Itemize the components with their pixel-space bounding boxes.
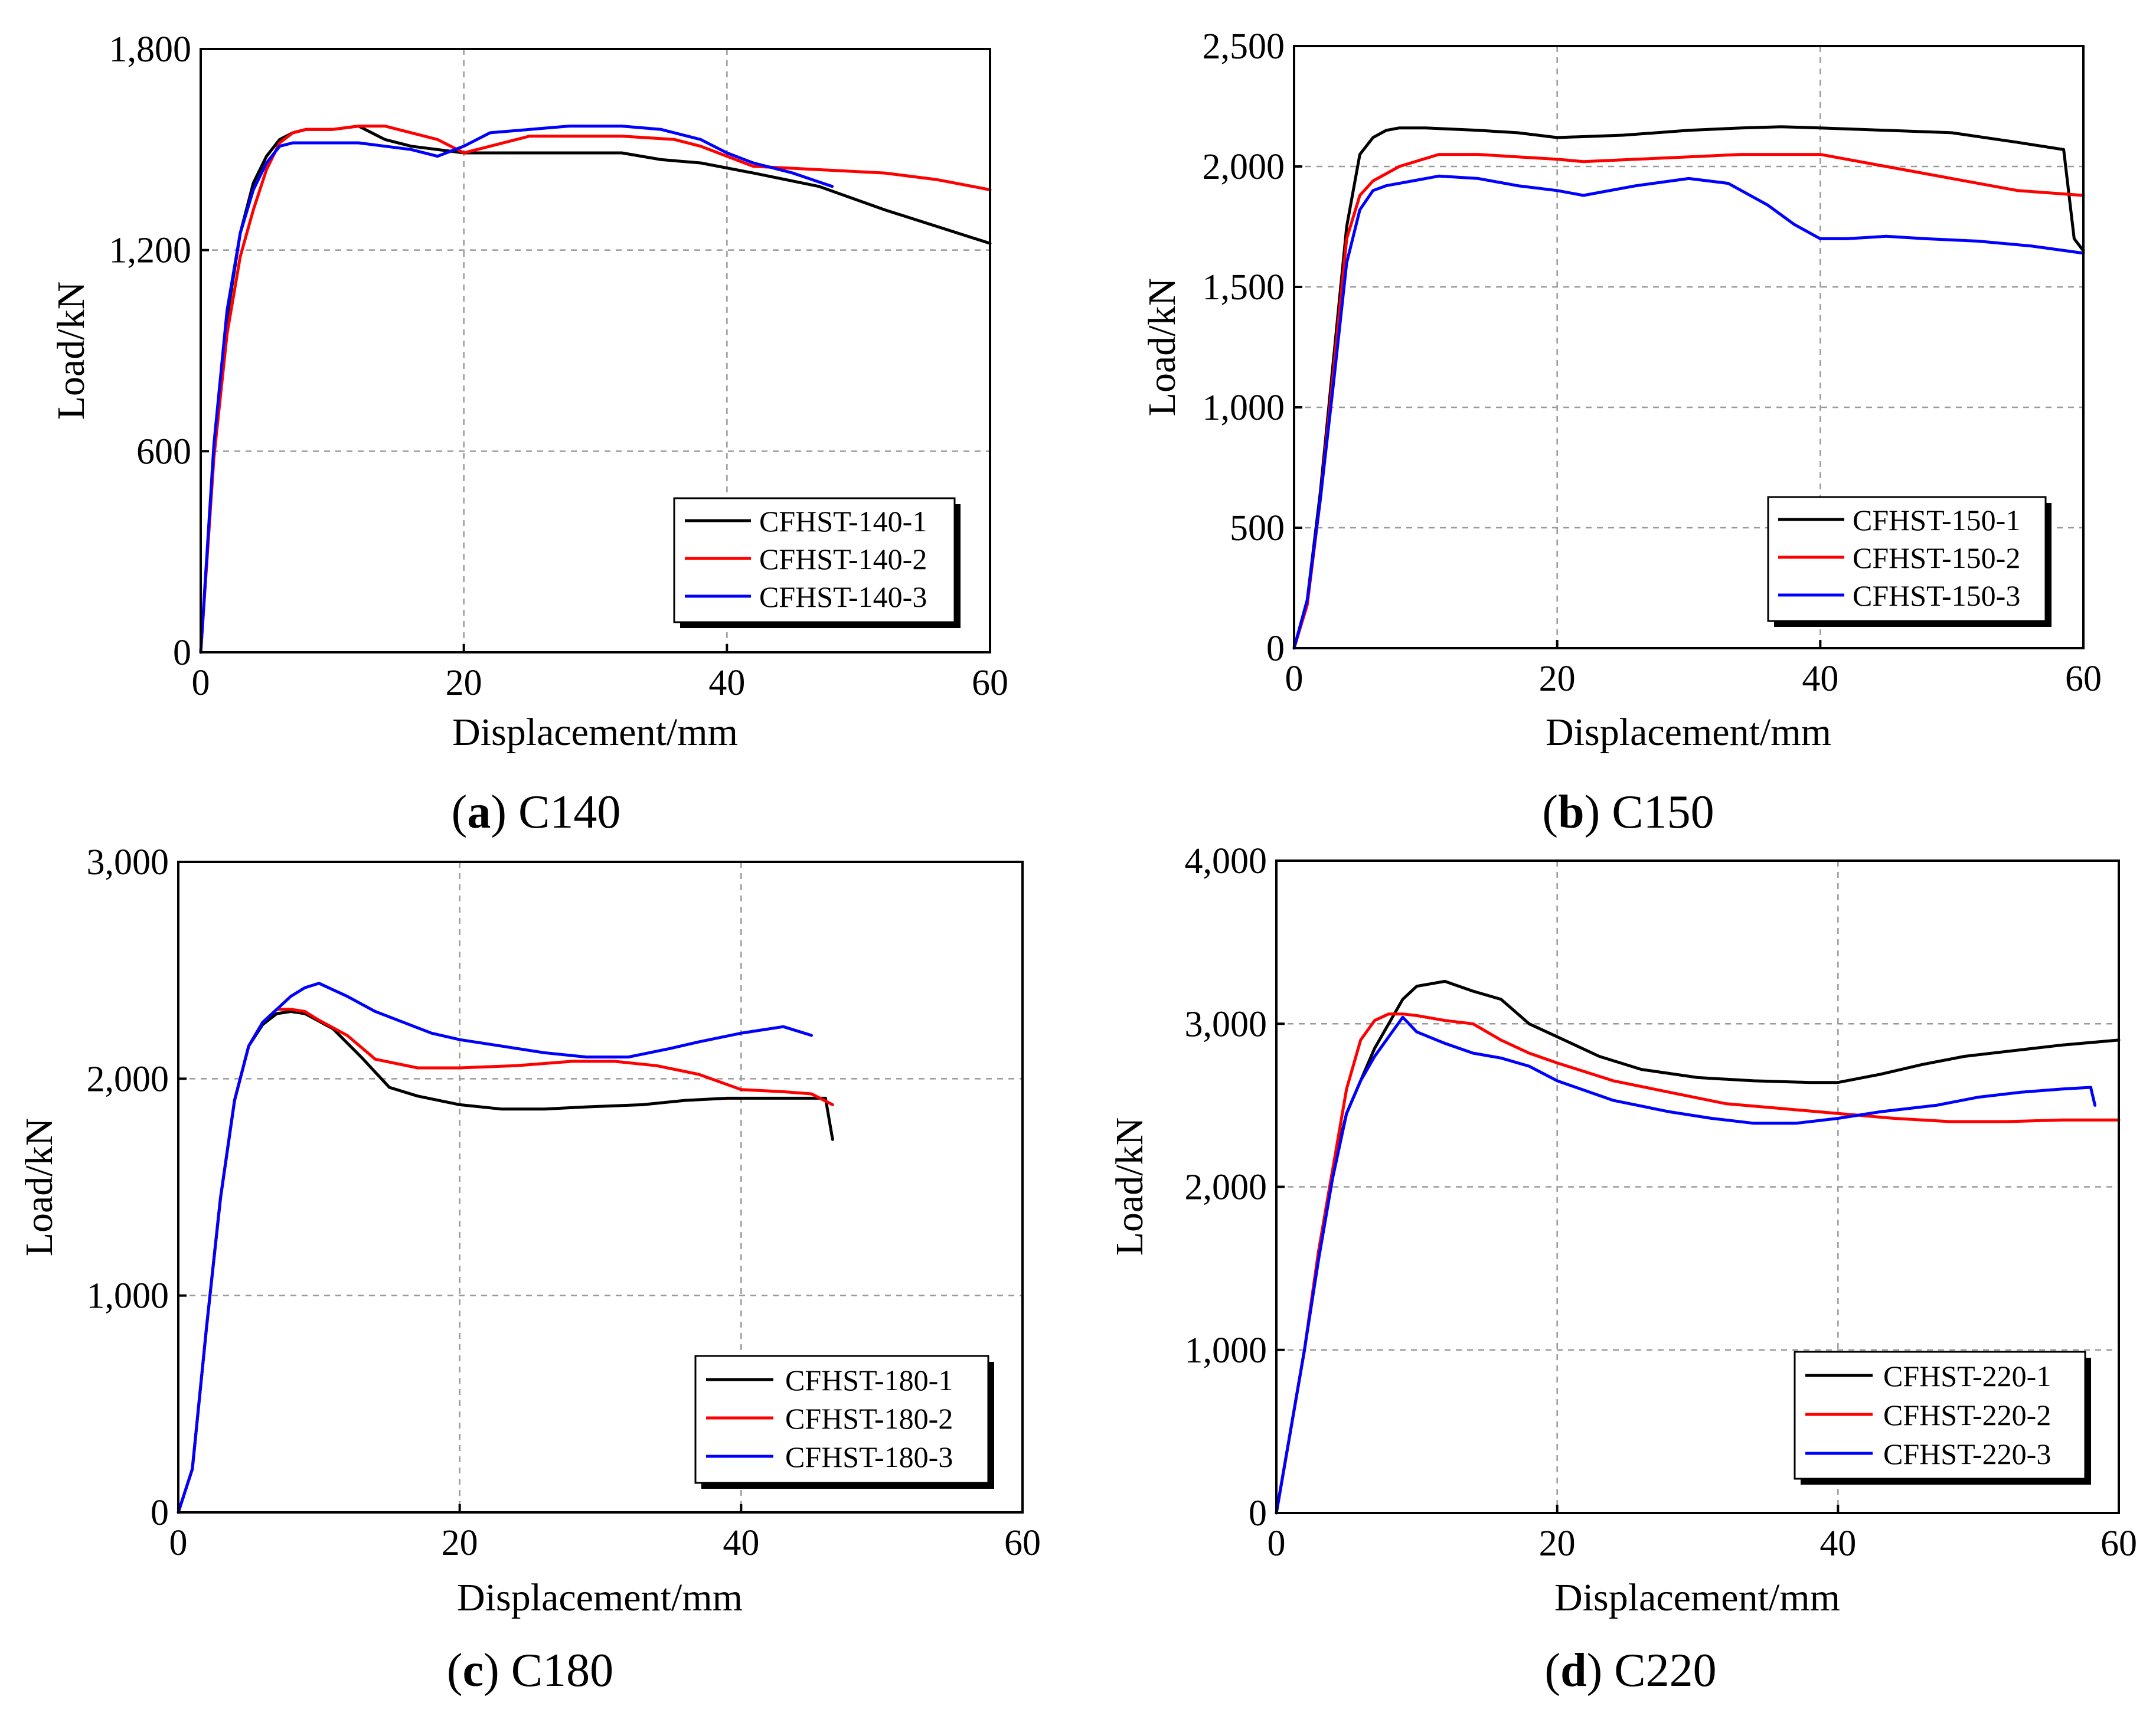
series-line-2 bbox=[1275, 1012, 2121, 1515]
series-layer bbox=[1275, 979, 2121, 1515]
axis-frame bbox=[1293, 45, 2085, 649]
x-tick-label: 20 bbox=[442, 1523, 478, 1563]
gridlines bbox=[1294, 46, 2083, 648]
y-tick-label: 1,200 bbox=[109, 231, 192, 271]
y-tick-label: 3,000 bbox=[1185, 1004, 1268, 1044]
legend-label-1: CFHST-140-1 bbox=[759, 505, 927, 538]
x-tick-label: 40 bbox=[723, 1523, 759, 1563]
panel-caption: (c) C180 bbox=[447, 1645, 613, 1697]
x-axis-label: Displacement/mm bbox=[452, 711, 738, 754]
x-tick-label: 60 bbox=[1004, 1523, 1041, 1563]
x-axis-label: Displacement/mm bbox=[1554, 1576, 1840, 1619]
caption-label: C140 bbox=[518, 786, 620, 838]
legend-box bbox=[1767, 496, 2047, 622]
panel-d-chart: 0 20 40 60 0 1,000 2,000 3,000 4,000 Displacemen… bbox=[1108, 841, 2137, 1697]
series-line-3 bbox=[177, 982, 813, 1514]
series-line-2 bbox=[199, 125, 992, 654]
series-line-1 bbox=[199, 125, 992, 654]
x-axis-label: Displacement/mm bbox=[1546, 711, 1831, 754]
series-line-3 bbox=[199, 125, 834, 654]
axis-frame bbox=[200, 48, 991, 653]
x-tick-label: 0 bbox=[1285, 659, 1304, 699]
caption-letter: d bbox=[1560, 1645, 1587, 1697]
y-axis-label: Load/kN bbox=[50, 282, 93, 420]
panel-caption: (b) C150 bbox=[1542, 786, 1714, 838]
y-tick-label: 600 bbox=[136, 432, 191, 472]
y-tick-label: 4,000 bbox=[1185, 841, 1268, 881]
y-tick-label: 500 bbox=[1230, 508, 1285, 548]
legend-label-2: CFHST-140-2 bbox=[759, 543, 927, 576]
axis-ticks: 0 20 40 60 0 500 1,000 1,500 2,000 2,500 bbox=[1203, 27, 2102, 699]
legend-label-3: CFHST-180-3 bbox=[785, 1440, 953, 1473]
series-layer bbox=[1292, 125, 2085, 650]
panel-caption: (a) C140 bbox=[452, 786, 621, 838]
y-tick-label: 1,000 bbox=[1185, 1331, 1268, 1371]
axis-ticks: 0 20 40 60 0 1,000 2,000 3,000 bbox=[87, 842, 1041, 1563]
x-tick-label: 20 bbox=[1539, 659, 1576, 699]
y-tick-label: 1,500 bbox=[1203, 267, 1285, 308]
y-tick-label: 2,500 bbox=[1203, 27, 1285, 67]
x-tick-label: 40 bbox=[1819, 1524, 1856, 1564]
series-line-3 bbox=[1275, 1015, 2097, 1515]
axis-ticks: 0 20 40 60 0 1,000 2,000 3,000 4,000 bbox=[1185, 841, 2138, 1564]
x-tick-label: 60 bbox=[2101, 1524, 2137, 1564]
panel-caption: (d) C220 bbox=[1544, 1645, 1716, 1697]
axis-frame bbox=[177, 861, 1024, 1514]
legend-label-1: CFHST-150-1 bbox=[1853, 504, 2020, 537]
x-tick-label: 0 bbox=[192, 663, 210, 703]
legend-box bbox=[673, 497, 956, 623]
x-tick-label: 20 bbox=[446, 663, 482, 703]
y-tick-label: 1,800 bbox=[109, 30, 192, 70]
legend-label-3: CFHST-220-3 bbox=[1883, 1437, 2051, 1470]
legend: CFHST-220-1 CFHST-220-2 CFHST-220-3 bbox=[1794, 1351, 2091, 1485]
y-tick-label: 0 bbox=[1249, 1493, 1267, 1534]
y-tick-label: 2,000 bbox=[1185, 1168, 1268, 1208]
series-line-2 bbox=[1292, 153, 2085, 650]
x-tick-label: 0 bbox=[169, 1523, 188, 1563]
y-axis-label: Load/kN bbox=[1108, 1117, 1151, 1256]
caption-letter: a bbox=[467, 786, 491, 838]
x-tick-label: 60 bbox=[2065, 659, 2102, 699]
x-tick-label: 40 bbox=[1802, 659, 1838, 699]
x-tick-label: 0 bbox=[1268, 1524, 1286, 1564]
y-tick-label: 0 bbox=[1266, 629, 1285, 669]
y-tick-label: 1,000 bbox=[87, 1276, 169, 1316]
y-tick-label: 3,000 bbox=[87, 842, 169, 883]
caption-letter: c bbox=[463, 1645, 484, 1697]
legend: CFHST-180-1 CFHST-180-2 CFHST-180-3 bbox=[694, 1355, 994, 1489]
series-line-3 bbox=[1292, 174, 2085, 650]
series-layer bbox=[177, 982, 834, 1514]
y-tick-label: 1,000 bbox=[1203, 388, 1285, 428]
y-tick-label: 0 bbox=[173, 633, 191, 673]
x-tick-label: 20 bbox=[1539, 1524, 1576, 1564]
legend-label-2: CFHST-150-2 bbox=[1853, 541, 2020, 574]
caption-label: C180 bbox=[511, 1645, 613, 1697]
legend-label-3: CFHST-150-3 bbox=[1853, 579, 2020, 612]
legend-label-2: CFHST-180-2 bbox=[785, 1402, 953, 1435]
series-layer bbox=[199, 125, 992, 654]
legend-label-1: CFHST-180-1 bbox=[785, 1364, 953, 1397]
y-tick-label: 2,000 bbox=[1203, 147, 1285, 187]
y-axis-label: Load/kN bbox=[1141, 278, 1184, 417]
caption-letter: b bbox=[1558, 786, 1585, 838]
panel-b-chart: 0 20 40 60 0 500 1,000 1,500 2,000 2,500 Displace… bbox=[1141, 27, 2102, 838]
x-tick-label: 40 bbox=[708, 663, 745, 703]
caption-label: C150 bbox=[1612, 786, 1714, 838]
legend-label-2: CFHST-220-2 bbox=[1883, 1398, 2051, 1432]
caption-label: C220 bbox=[1614, 1645, 1716, 1697]
legend-label-3: CFHST-140-3 bbox=[759, 580, 927, 613]
legend: CFHST-150-1 CFHST-150-2 CFHST-150-3 bbox=[1767, 496, 2052, 627]
x-tick-label: 60 bbox=[972, 663, 1008, 703]
y-axis-label: Load/kN bbox=[18, 1118, 61, 1257]
legend: CFHST-140-1 CFHST-140-2 CFHST-140-3 bbox=[673, 497, 961, 628]
legend-label-1: CFHST-220-1 bbox=[1883, 1359, 2051, 1393]
y-tick-label: 2,000 bbox=[87, 1059, 169, 1099]
x-axis-label: Displacement/mm bbox=[457, 1576, 743, 1619]
gridlines bbox=[201, 49, 990, 652]
y-tick-label: 0 bbox=[151, 1493, 169, 1533]
